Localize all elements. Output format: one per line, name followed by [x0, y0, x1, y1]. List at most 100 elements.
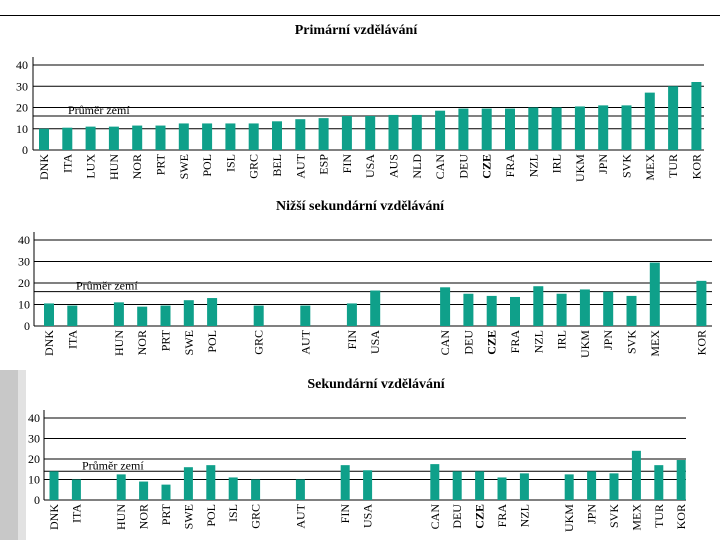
average-label: Průměr zemí [68, 103, 130, 117]
chart-primary: Primární vzdělávání 0 10 20 30 40 Průměr zemí D… [16, 23, 704, 182]
bar-ita [67, 305, 78, 326]
bar-pol [202, 123, 213, 150]
bar-can [435, 110, 446, 150]
bar-jpn [598, 105, 609, 150]
chart-panel-primary: Primární vzdělávání 0 10 20 30 40 Průměr zemí D… [0, 16, 720, 194]
bar-kor [691, 82, 702, 150]
x-tick-label: BEL [270, 154, 284, 177]
x-tick-label: ESP [317, 154, 331, 175]
x-tick-label: ISL [226, 504, 240, 522]
bar-deu [458, 108, 469, 150]
x-tick-label: MEX [648, 330, 662, 357]
x-tick-label: PRT [154, 153, 168, 175]
x-tick-label: KOR [674, 504, 688, 529]
x-tick-label: JPN [601, 330, 615, 350]
x-tick-label: ISL [223, 154, 237, 172]
x-tick-label: NZL [517, 504, 531, 527]
bar-grc [248, 123, 259, 150]
y-tick-label: 10 [28, 473, 40, 487]
bar-kor [696, 280, 707, 326]
bar-tur [668, 86, 679, 150]
bar-cze [481, 108, 492, 150]
x-tick-label: MEX [629, 504, 643, 531]
y-tick-label: 30 [28, 432, 40, 446]
average-label: Průměr zemí [82, 458, 144, 472]
bar-kor [676, 460, 686, 500]
bar-usa [363, 470, 373, 500]
chart-title: Nižší sekundární vzdělávání [276, 199, 445, 214]
bar-mex [644, 92, 655, 150]
bars [39, 82, 702, 150]
y-tick-label: 30 [18, 255, 30, 269]
bar-isl [228, 477, 238, 500]
x-tick-label: NOR [130, 154, 144, 179]
bar-pol [206, 465, 216, 500]
x-tick-label: ITA [65, 330, 79, 349]
x-tick-label: SVK [625, 330, 639, 354]
x-tick-label: LUX [84, 154, 98, 179]
bar-hun [108, 126, 119, 150]
bar-swe [183, 467, 193, 500]
x-tick-label: USA [363, 154, 377, 178]
x-tick-label: MEX [643, 154, 657, 181]
x-tick-label: HUN [112, 330, 126, 356]
bar-ukm [574, 106, 585, 150]
chart-panel-lower-secondary: Nižší sekundární vzdělávání 0 10 20 30 40 Prům… [0, 194, 720, 370]
bar-hun [113, 302, 124, 326]
chart-title: Sekundární vzdělávání [307, 377, 445, 392]
bar-bel [272, 121, 282, 150]
bar-dnk [49, 471, 59, 500]
bar-dnk [39, 128, 49, 150]
y-tick-label: 0 [34, 493, 40, 507]
bar-fin [346, 303, 357, 326]
bar-mex [631, 450, 641, 500]
bar-prt [161, 484, 171, 500]
bar-ukm [579, 289, 590, 326]
bar-nld [411, 114, 422, 150]
x-tick-label: AUT [293, 503, 307, 528]
bar-swe [178, 123, 189, 150]
x-tick-label: AUT [298, 329, 312, 354]
y-tick-label: 10 [18, 298, 30, 312]
bar-fra [510, 296, 520, 326]
x-tick-label: CZE [480, 154, 494, 179]
x-tick-label: DEU [461, 330, 475, 355]
x-tick-label: HUN [107, 154, 121, 180]
x-tick-label: SWE [182, 330, 196, 355]
bar-mex [649, 262, 660, 326]
bar-grc [253, 305, 264, 326]
x-tick-label: USA [361, 504, 375, 528]
bar-aus [388, 114, 399, 150]
bar-aut [295, 479, 305, 500]
bar-nor [137, 306, 148, 326]
x-tick-label: HUN [114, 504, 128, 530]
x-tick-label: UKM [578, 330, 592, 358]
x-tick-label: IRL [550, 154, 564, 173]
bar-swe [183, 300, 194, 326]
bar-usa [365, 116, 376, 150]
y-tick-label: 40 [16, 58, 28, 72]
bar-hun [116, 474, 126, 500]
x-tick-label: SWE [177, 154, 191, 179]
x-tick-label: PRT [159, 329, 173, 351]
x-tick-label: TUR [666, 154, 680, 178]
x-tick-label: ITA [69, 504, 83, 523]
x-tick-label: KOR [694, 330, 708, 355]
bar-grc [251, 479, 261, 500]
x-tick-label: NZL [531, 330, 545, 353]
y-tick-label: 10 [16, 122, 28, 136]
x-tick-label: PRT [159, 503, 173, 525]
bar-jpn [603, 291, 614, 326]
x-tick-label: CAN [428, 504, 442, 530]
chart-title: Primární vzdělávání [295, 23, 419, 38]
bar-fra [497, 477, 507, 500]
bar-deu [452, 471, 462, 500]
bar-tur [654, 465, 664, 500]
bar-nzl [528, 107, 539, 150]
x-tick-label: AUS [387, 154, 401, 178]
y-tick-label: 30 [16, 79, 28, 93]
bars [49, 450, 686, 500]
bar-usa [370, 290, 381, 326]
bar-fra [505, 108, 515, 150]
x-tick-label: UKM [573, 154, 587, 182]
